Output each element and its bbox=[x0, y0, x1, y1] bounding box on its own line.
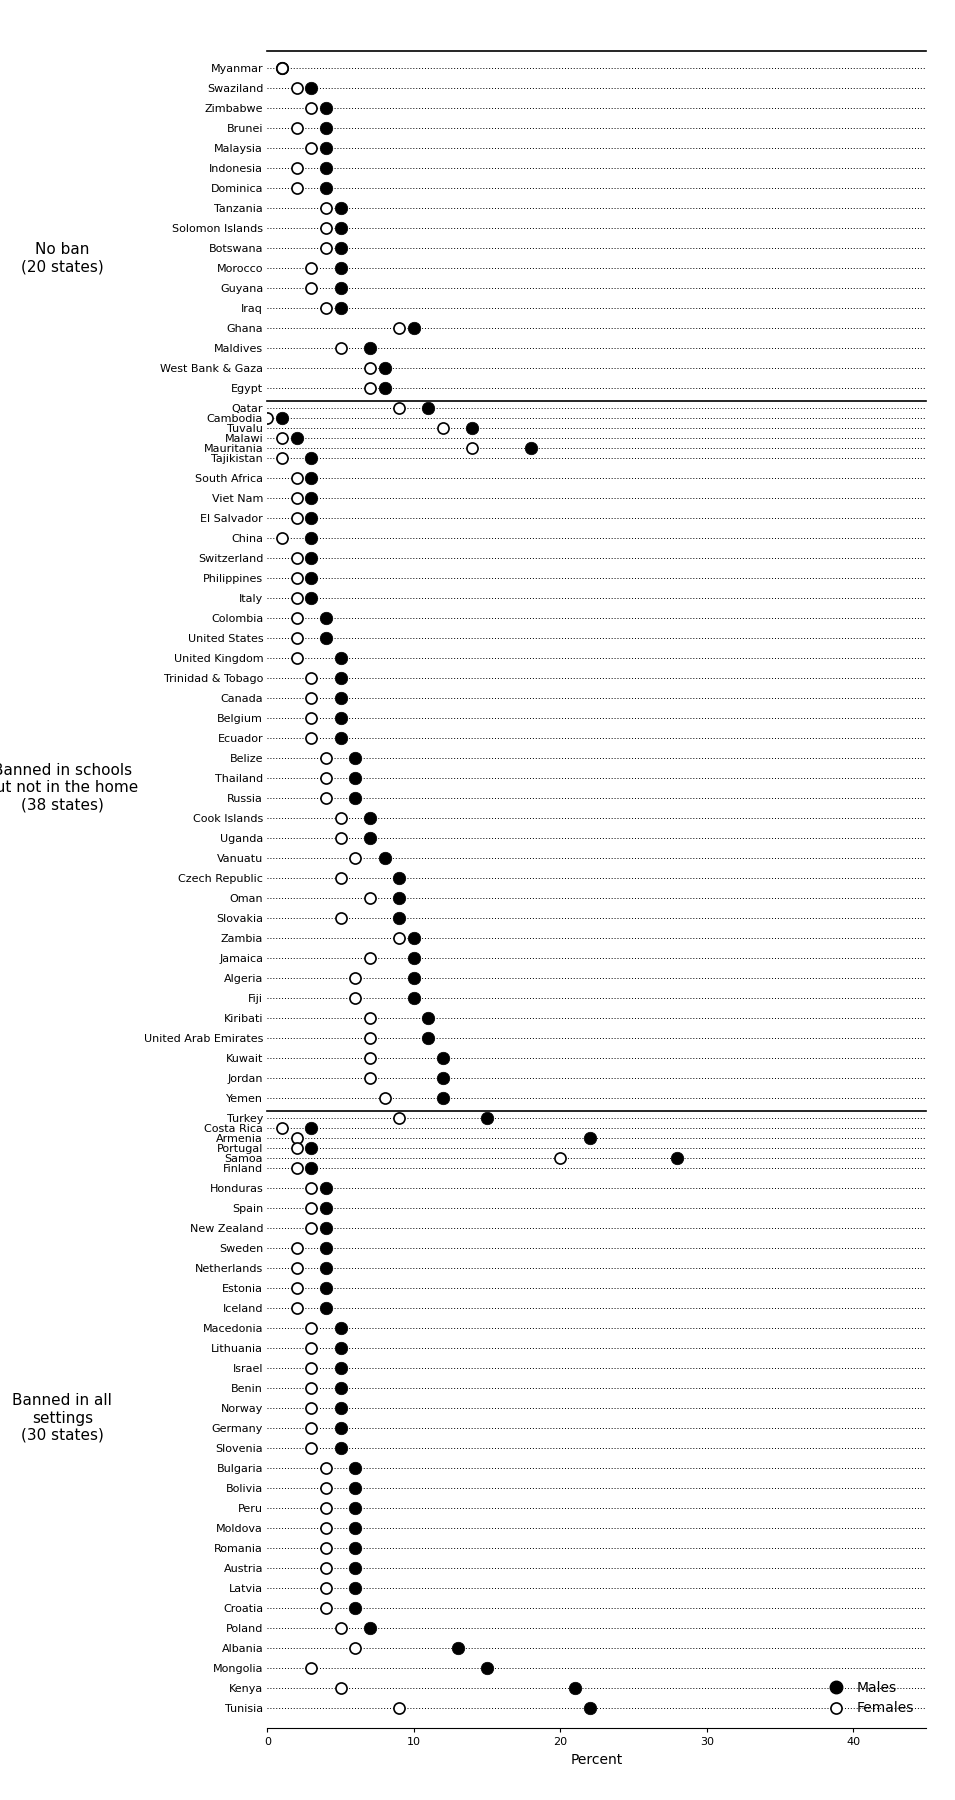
Text: Banned in all
settings
(30 states): Banned in all settings (30 states) bbox=[12, 1393, 113, 1444]
Text: Banned in schools
but not in the home
(38 states): Banned in schools but not in the home (3… bbox=[0, 763, 138, 814]
Legend: Males, Females: Males, Females bbox=[817, 1676, 920, 1721]
X-axis label: Percent: Percent bbox=[571, 1753, 623, 1766]
Text: No ban
(20 states): No ban (20 states) bbox=[21, 241, 104, 274]
